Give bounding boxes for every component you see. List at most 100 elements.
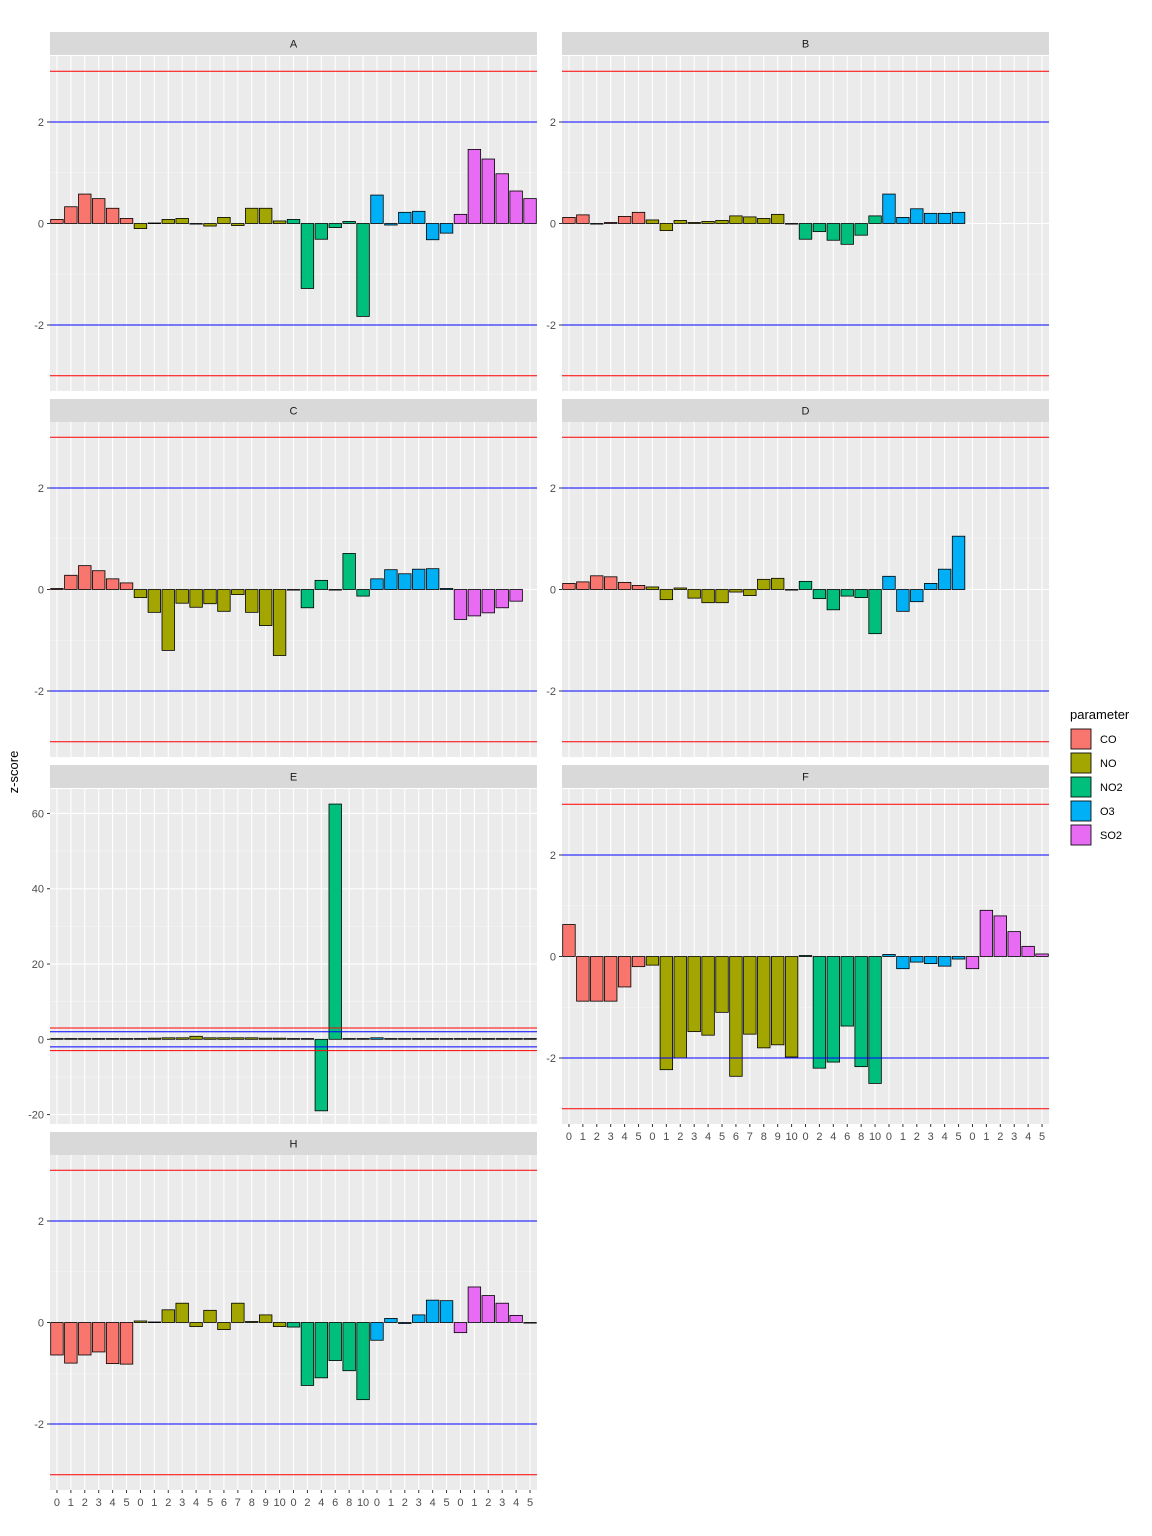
- bar: [64, 1322, 78, 1364]
- x-tick-label: 4: [513, 1497, 519, 1509]
- x-tick-label: 5: [123, 1497, 129, 1509]
- x-tick-label: 5: [635, 1131, 641, 1143]
- bar: [645, 586, 660, 590]
- bar: [217, 1322, 231, 1331]
- x-tick-label: 1: [471, 1497, 477, 1509]
- bar: [617, 581, 632, 590]
- bar: [590, 575, 604, 590]
- bar: [757, 578, 771, 590]
- bar: [701, 589, 715, 604]
- bar: [356, 1038, 370, 1040]
- bar: [523, 1322, 537, 1324]
- x-axis-h: 0 1 2 3 4 5 0 1 2 3 4 5 6 7 8 9 10 0 2 4 6 8 10 0 1 2 3 4 5 0 1 2 3 4 5: [54, 1490, 533, 1509]
- bar: [910, 208, 924, 224]
- bar: [701, 221, 715, 224]
- x-tick-label: 7: [235, 1497, 241, 1509]
- x-tick-label: 5: [527, 1497, 533, 1509]
- bar: [203, 223, 217, 227]
- bar: [1007, 931, 1021, 957]
- bar: [50, 219, 64, 224]
- bar: [467, 148, 482, 224]
- legend-swatch: [1070, 728, 1092, 750]
- bar: [576, 214, 590, 224]
- bar: [1035, 953, 1049, 957]
- bar: [453, 1038, 468, 1040]
- bar: [631, 211, 646, 224]
- bar: [631, 585, 646, 590]
- bar: [715, 956, 729, 1013]
- bar: [64, 574, 78, 590]
- bar: [175, 1302, 189, 1323]
- y-tick-label: -20: [28, 1110, 44, 1122]
- bar: [937, 956, 952, 967]
- facet-panel-h: H -2 0 2: [34, 1132, 537, 1490]
- legend-title: parameter: [1070, 707, 1130, 722]
- bar: [481, 1295, 495, 1323]
- y-tick-label: 0: [550, 219, 556, 231]
- x-tick-label: 4: [830, 1131, 836, 1143]
- bar: [189, 223, 203, 225]
- x-tick-label: 4: [430, 1497, 436, 1509]
- bar: [370, 1322, 384, 1341]
- bar: [798, 580, 813, 590]
- bar: [523, 1038, 537, 1040]
- x-tick-label: 2: [82, 1497, 88, 1509]
- facet-panel-e: E -20 0 20 40 60: [28, 765, 537, 1124]
- bar: [300, 1322, 315, 1386]
- bar: [286, 589, 301, 591]
- bar: [868, 589, 882, 635]
- bar: [729, 215, 743, 224]
- x-tick-label: 6: [221, 1497, 227, 1509]
- x-tick-label: 0: [649, 1131, 655, 1143]
- bar: [868, 215, 882, 224]
- bar: [384, 1038, 398, 1040]
- bar: [286, 1322, 301, 1328]
- facet-strip-label: E: [290, 772, 297, 784]
- bar: [495, 589, 509, 609]
- x-tick-label: 5: [443, 1497, 449, 1509]
- bar: [481, 589, 495, 614]
- bar: [412, 1038, 426, 1040]
- y-tick-label: 40: [32, 884, 44, 896]
- bar: [562, 583, 576, 590]
- x-tick-label: 3: [928, 1131, 934, 1143]
- bar: [342, 553, 356, 590]
- legend: parameter CO NO NO2 O3 SO2: [1070, 707, 1130, 846]
- legend-swatch: [1070, 800, 1092, 822]
- bar: [147, 589, 162, 613]
- bar: [495, 173, 509, 224]
- bar: [826, 223, 840, 241]
- x-tick-label: 8: [858, 1131, 864, 1143]
- bar: [687, 589, 701, 599]
- bar: [729, 956, 743, 1077]
- facet-strip-label: D: [802, 406, 810, 418]
- bar: [147, 222, 162, 224]
- y-tick-label: 0: [38, 1318, 44, 1330]
- bar: [328, 803, 342, 1040]
- bar: [590, 223, 604, 225]
- bar: [231, 223, 245, 226]
- bar: [425, 568, 440, 590]
- bar: [92, 570, 106, 590]
- bar: [1021, 945, 1035, 957]
- x-tick-label: 10: [869, 1131, 881, 1143]
- x-tick-label: 6: [332, 1497, 338, 1509]
- x-tick-label: 0: [54, 1497, 60, 1509]
- bar: [259, 1037, 273, 1040]
- x-tick-label: 4: [705, 1131, 711, 1143]
- bar: [272, 220, 287, 224]
- bar: [342, 1322, 356, 1372]
- bar: [92, 1038, 106, 1040]
- bar: [509, 190, 523, 224]
- bar: [398, 1322, 412, 1324]
- bar: [78, 1322, 92, 1356]
- bar: [673, 956, 687, 1059]
- bar: [729, 589, 743, 593]
- facet-panels: A-202B-202C-202D-202E-200204060F-202H-20…: [28, 32, 1049, 1490]
- bar: [509, 1314, 523, 1323]
- bar: [673, 220, 687, 224]
- bar: [231, 1037, 245, 1040]
- bar: [370, 578, 384, 590]
- bar: [604, 576, 618, 590]
- bar: [412, 210, 426, 224]
